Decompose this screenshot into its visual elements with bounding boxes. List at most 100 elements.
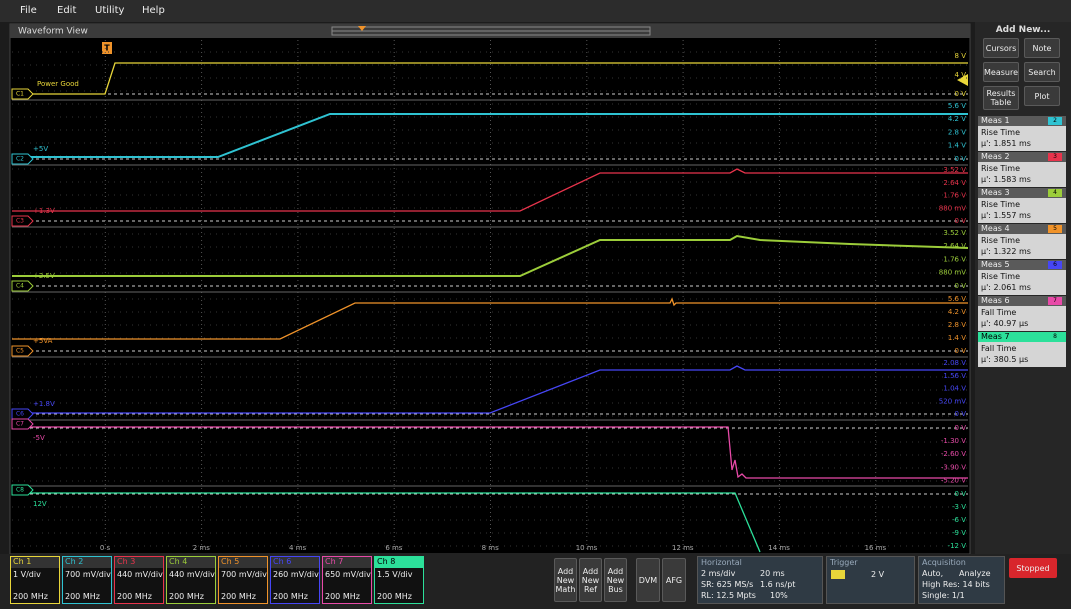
scale-label: 3.52 V	[943, 166, 966, 174]
measurement-box[interactable]: Meas 4 5 Rise Time µ': 1.322 ms	[978, 224, 1066, 259]
trigger-source	[831, 570, 845, 579]
channel-bandwidth: 200 MHz	[169, 592, 204, 601]
menu-item[interactable]: Help	[142, 5, 165, 16]
waveform	[12, 297, 968, 340]
channel-name: Ch 5	[219, 557, 267, 568]
channel-scale: 650 mV/div	[325, 570, 371, 579]
measurement-name: Meas 5	[981, 260, 1010, 269]
channel-bandwidth: 200 MHz	[377, 592, 412, 601]
menu-item[interactable]: Edit	[57, 5, 77, 16]
panel-button[interactable]: Measure	[983, 62, 1019, 82]
scale-label: -6 V	[952, 516, 966, 524]
scale-label: 2.8 V	[948, 128, 966, 136]
scale-label: 1.04 V	[943, 385, 966, 393]
x-axis-label: 8 ms	[482, 544, 499, 552]
channel-box[interactable]: Ch 5 700 mV/div 200 MHz	[218, 556, 268, 604]
channel-box[interactable]: Ch 2 700 mV/div 200 MHz	[62, 556, 112, 604]
channel-box[interactable]: Ch 1 1 V/div 200 MHz	[10, 556, 60, 604]
channel-marker: C7	[16, 421, 24, 428]
measurement-box[interactable]: Meas 6 7 Fall Time µ': 40.97 µs	[978, 296, 1066, 331]
measurement-box[interactable]: Meas 5 6 Rise Time µ': 2.061 ms	[978, 260, 1066, 295]
channel-marker-shape	[11, 153, 34, 165]
scale-label: 5.6 V	[948, 102, 966, 110]
status-button[interactable]: Stopped	[1009, 558, 1057, 578]
panel-button[interactable]: Results Table	[983, 86, 1019, 110]
measurement-box[interactable]: Meas 3 4 Rise Time µ': 1.557 ms	[978, 188, 1066, 223]
afg-button[interactable]: AFG	[662, 558, 686, 602]
scale-label: 1.76 V	[943, 192, 966, 200]
channel-bandwidth: 200 MHz	[13, 592, 48, 601]
channel-label: Power Good	[37, 80, 79, 88]
channel-label: +1.3V	[33, 207, 55, 215]
x-axis-label: 4 ms	[289, 544, 306, 552]
channel-marker: C8	[16, 487, 24, 494]
measurement-header: Meas 7 8	[978, 332, 1066, 342]
channel-box[interactable]: Ch 6 260 mV/div 200 MHz	[270, 556, 320, 604]
scale-label: 2.8 V	[948, 321, 966, 329]
menu-item[interactable]: File	[20, 5, 37, 16]
measurement-box[interactable]: Meas 2 3 Rise Time µ': 1.583 ms	[978, 152, 1066, 187]
panel-button[interactable]: Search	[1024, 62, 1060, 82]
scale-label: 4.2 V	[948, 115, 966, 123]
channel-box[interactable]: Ch 7 650 mV/div 200 MHz	[322, 556, 372, 604]
channel-bandwidth: 200 MHz	[117, 592, 152, 601]
waveform	[12, 492, 761, 553]
channel-marker: C1	[16, 91, 24, 98]
dvm-button[interactable]: DVM	[636, 558, 660, 602]
measurement-source: 2	[1048, 117, 1062, 125]
channel-box[interactable]: Ch 3 440 mV/div 200 MHz	[114, 556, 164, 604]
scale-label: 0 V	[955, 90, 967, 98]
channel-name: Ch 8	[375, 557, 423, 568]
x-axis-label: 0 s	[100, 544, 111, 552]
add-new-button[interactable]: Add New Ref	[579, 558, 602, 602]
x-axis-label: 12 ms	[672, 544, 694, 552]
measurement-value: µ': 2.061 ms	[981, 283, 1031, 292]
x-axis-label: 10 ms	[576, 544, 598, 552]
x-axis-label: 14 ms	[768, 544, 790, 552]
channel-label: +1.8V	[33, 400, 55, 408]
channel-scale: 1.5 V/div	[377, 570, 413, 579]
scale-label: -3 V	[952, 503, 966, 511]
trigger-panel[interactable]: Trigger 2 V	[826, 556, 915, 604]
measurement-box[interactable]: Meas 1 2 Rise Time µ': 1.851 ms	[978, 116, 1066, 151]
acquisition-mode: Auto,	[922, 569, 944, 578]
channel-label: 12V	[33, 500, 47, 508]
acquisition-panel[interactable]: Acquisition Auto, Analyze High Res: 14 bits…	[918, 556, 1005, 604]
channel-name: Ch 4	[167, 557, 215, 568]
channel-label: +5V	[33, 145, 48, 153]
measurement-value: µ': 1.322 ms	[981, 247, 1031, 256]
measurement-header: Meas 6 7	[978, 296, 1066, 306]
panel-button[interactable]: Cursors	[983, 38, 1019, 58]
channel-marker: C5	[16, 348, 24, 355]
panel-title: Horizontal	[701, 558, 742, 567]
measurement-value: µ': 1.583 ms	[981, 175, 1031, 184]
channel-marker: C4	[16, 283, 24, 290]
channel-box[interactable]: Ch 8 1.5 V/div 200 MHz	[374, 556, 424, 604]
menu-item[interactable]: Utility	[95, 5, 125, 16]
scale-label: -12 V	[948, 542, 967, 550]
measurement-box[interactable]: Meas 7 8 Fall Time µ': 380.5 µs	[978, 332, 1066, 367]
horizontal-panel[interactable]: Horizontal 2 ms/div 20 ms SR: 625 MS/s 1.6 n…	[697, 556, 823, 604]
scale-label: 3.52 V	[943, 229, 966, 237]
scale-label: 0 V	[955, 217, 967, 225]
panel-title: Acquisition	[922, 558, 966, 567]
measurement-header: Meas 3 4	[978, 188, 1066, 198]
channel-marker-shape	[11, 280, 34, 292]
waveform	[12, 113, 968, 158]
channel-bandwidth: 200 MHz	[221, 592, 256, 601]
measurement-name: Meas 4	[981, 224, 1010, 233]
channel-name: Ch 7	[323, 557, 371, 568]
add-new-button[interactable]: Add New Math	[554, 558, 577, 602]
add-new-button[interactable]: Add New Bus	[604, 558, 627, 602]
scale-label: 0 V	[955, 410, 967, 418]
panel-button[interactable]: Plot	[1024, 86, 1060, 106]
panel-button[interactable]: Note	[1024, 38, 1060, 58]
channel-scale: 1 V/div	[13, 570, 41, 579]
measurement-name: Meas 3	[981, 188, 1010, 197]
channel-box[interactable]: Ch 4 440 mV/div 200 MHz	[166, 556, 216, 604]
timeline-trigger	[358, 26, 366, 31]
scale-label: 4.2 V	[948, 308, 966, 316]
channel-marker: C6	[16, 411, 24, 418]
